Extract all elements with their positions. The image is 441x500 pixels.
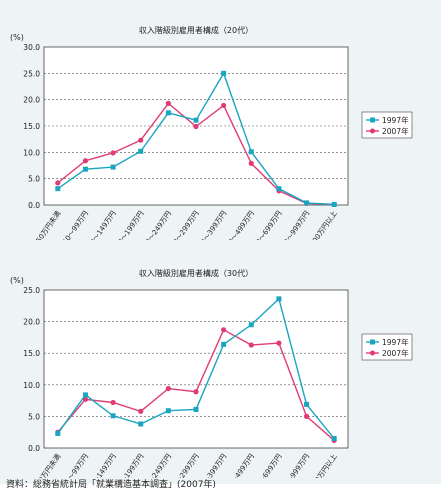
data-point-1997年	[165, 408, 171, 414]
data-point-2007年	[193, 389, 199, 395]
legend-marker	[370, 350, 375, 356]
data-point-1997年	[82, 392, 88, 398]
chart-panel: 収入階級別雇用者構成（20代） (%) 0.0 5.0 10.0 15.0 20.0 25.0…	[0, 0, 441, 484]
data-point-2007年	[110, 150, 116, 156]
y-tick-label: 15.0	[23, 122, 40, 131]
x-tick-label: 50万円未満	[34, 452, 63, 478]
data-point-1997年	[221, 341, 227, 347]
legend-marker	[370, 128, 375, 134]
y-tick-label: 5.0	[28, 412, 40, 421]
y-tick-label: 30.0	[23, 43, 40, 52]
data-point-1997年	[221, 70, 227, 76]
data-point-2007年	[55, 180, 61, 186]
legend-marker	[370, 339, 375, 345]
data-point-1997年	[55, 186, 61, 192]
y-tick-label: 5.0	[28, 175, 40, 184]
y-tick-label: 20.0	[23, 318, 40, 327]
y-tick-label: 20.0	[23, 96, 40, 105]
y-tick-label: 15.0	[23, 349, 40, 358]
data-point-1997年	[110, 413, 116, 419]
data-point-2007年	[248, 160, 254, 166]
y-tick-label: 10.0	[23, 148, 40, 157]
y-tick-label: 10.0	[23, 381, 40, 390]
data-point-2007年	[82, 396, 89, 402]
chart-title: 収入階級別雇用者構成（30代）	[139, 268, 253, 278]
data-point-1997年	[193, 406, 199, 412]
y-tick-label: 25.0	[23, 69, 40, 78]
data-point-1997年	[331, 201, 337, 207]
data-point-2007年	[110, 399, 116, 406]
data-point-2007年	[248, 342, 254, 348]
plot-area	[43, 289, 349, 449]
data-point-2007年	[138, 137, 144, 143]
data-point-1997年	[138, 148, 144, 154]
data-point-2007年	[221, 102, 227, 109]
y-tick-label: 0.0	[28, 444, 40, 453]
chart-20s: 収入階級別雇用者構成（20代） (%) 0.0 5.0 10.0 15.0 20.0 25.0…	[10, 25, 413, 240]
x-tick-label: 50〜99万円	[61, 210, 90, 240]
source-note: 資料：総務省統計局「就業構造基本調査」(2007年)	[6, 480, 216, 490]
data-point-1997年	[193, 117, 199, 123]
data-point-2007年	[165, 385, 171, 392]
data-point-1997年	[248, 322, 254, 328]
legend-box	[361, 111, 413, 139]
data-point-1997年	[331, 436, 337, 442]
data-point-1997年	[304, 200, 310, 206]
x-tick-label: 50万円未満	[34, 209, 63, 240]
data-point-1997年	[276, 296, 282, 302]
chart-title: 収入階級別雇用者構成（20代）	[139, 25, 253, 35]
legend-label: 1997年	[382, 337, 409, 347]
y-axis-unit: (%)	[10, 33, 24, 42]
data-point-1997年	[82, 166, 88, 172]
legend-label: 2007年	[382, 126, 409, 136]
data-point-1997年	[276, 186, 282, 192]
chart-30s: 収入階級別雇用者構成（30代） (%) 0.0 5.0 10.0 15.0 20.0 25.0…	[10, 268, 413, 478]
data-point-2007年	[303, 413, 310, 419]
y-axis-unit: (%)	[10, 276, 24, 285]
data-point-2007年	[165, 100, 171, 106]
legend-label: 1997年	[382, 115, 409, 125]
y-tick-label: 0.0	[28, 201, 40, 210]
data-point-2007年	[82, 158, 89, 164]
data-point-1997年	[110, 164, 116, 170]
x-tick-label: 50〜99万円	[61, 453, 90, 478]
data-point-2007年	[276, 340, 282, 346]
data-point-1997年	[55, 430, 61, 436]
data-point-1997年	[248, 149, 254, 155]
data-point-2007年	[221, 327, 227, 333]
data-point-2007年	[138, 408, 144, 414]
data-point-1997年	[304, 401, 310, 407]
legend-marker	[370, 117, 375, 123]
data-point-1997年	[138, 421, 144, 427]
data-point-2007年	[193, 123, 199, 130]
y-tick-label: 25.0	[23, 286, 40, 295]
legend-box	[361, 333, 413, 361]
data-point-1997年	[165, 110, 171, 116]
legend-label: 2007年	[382, 348, 409, 358]
